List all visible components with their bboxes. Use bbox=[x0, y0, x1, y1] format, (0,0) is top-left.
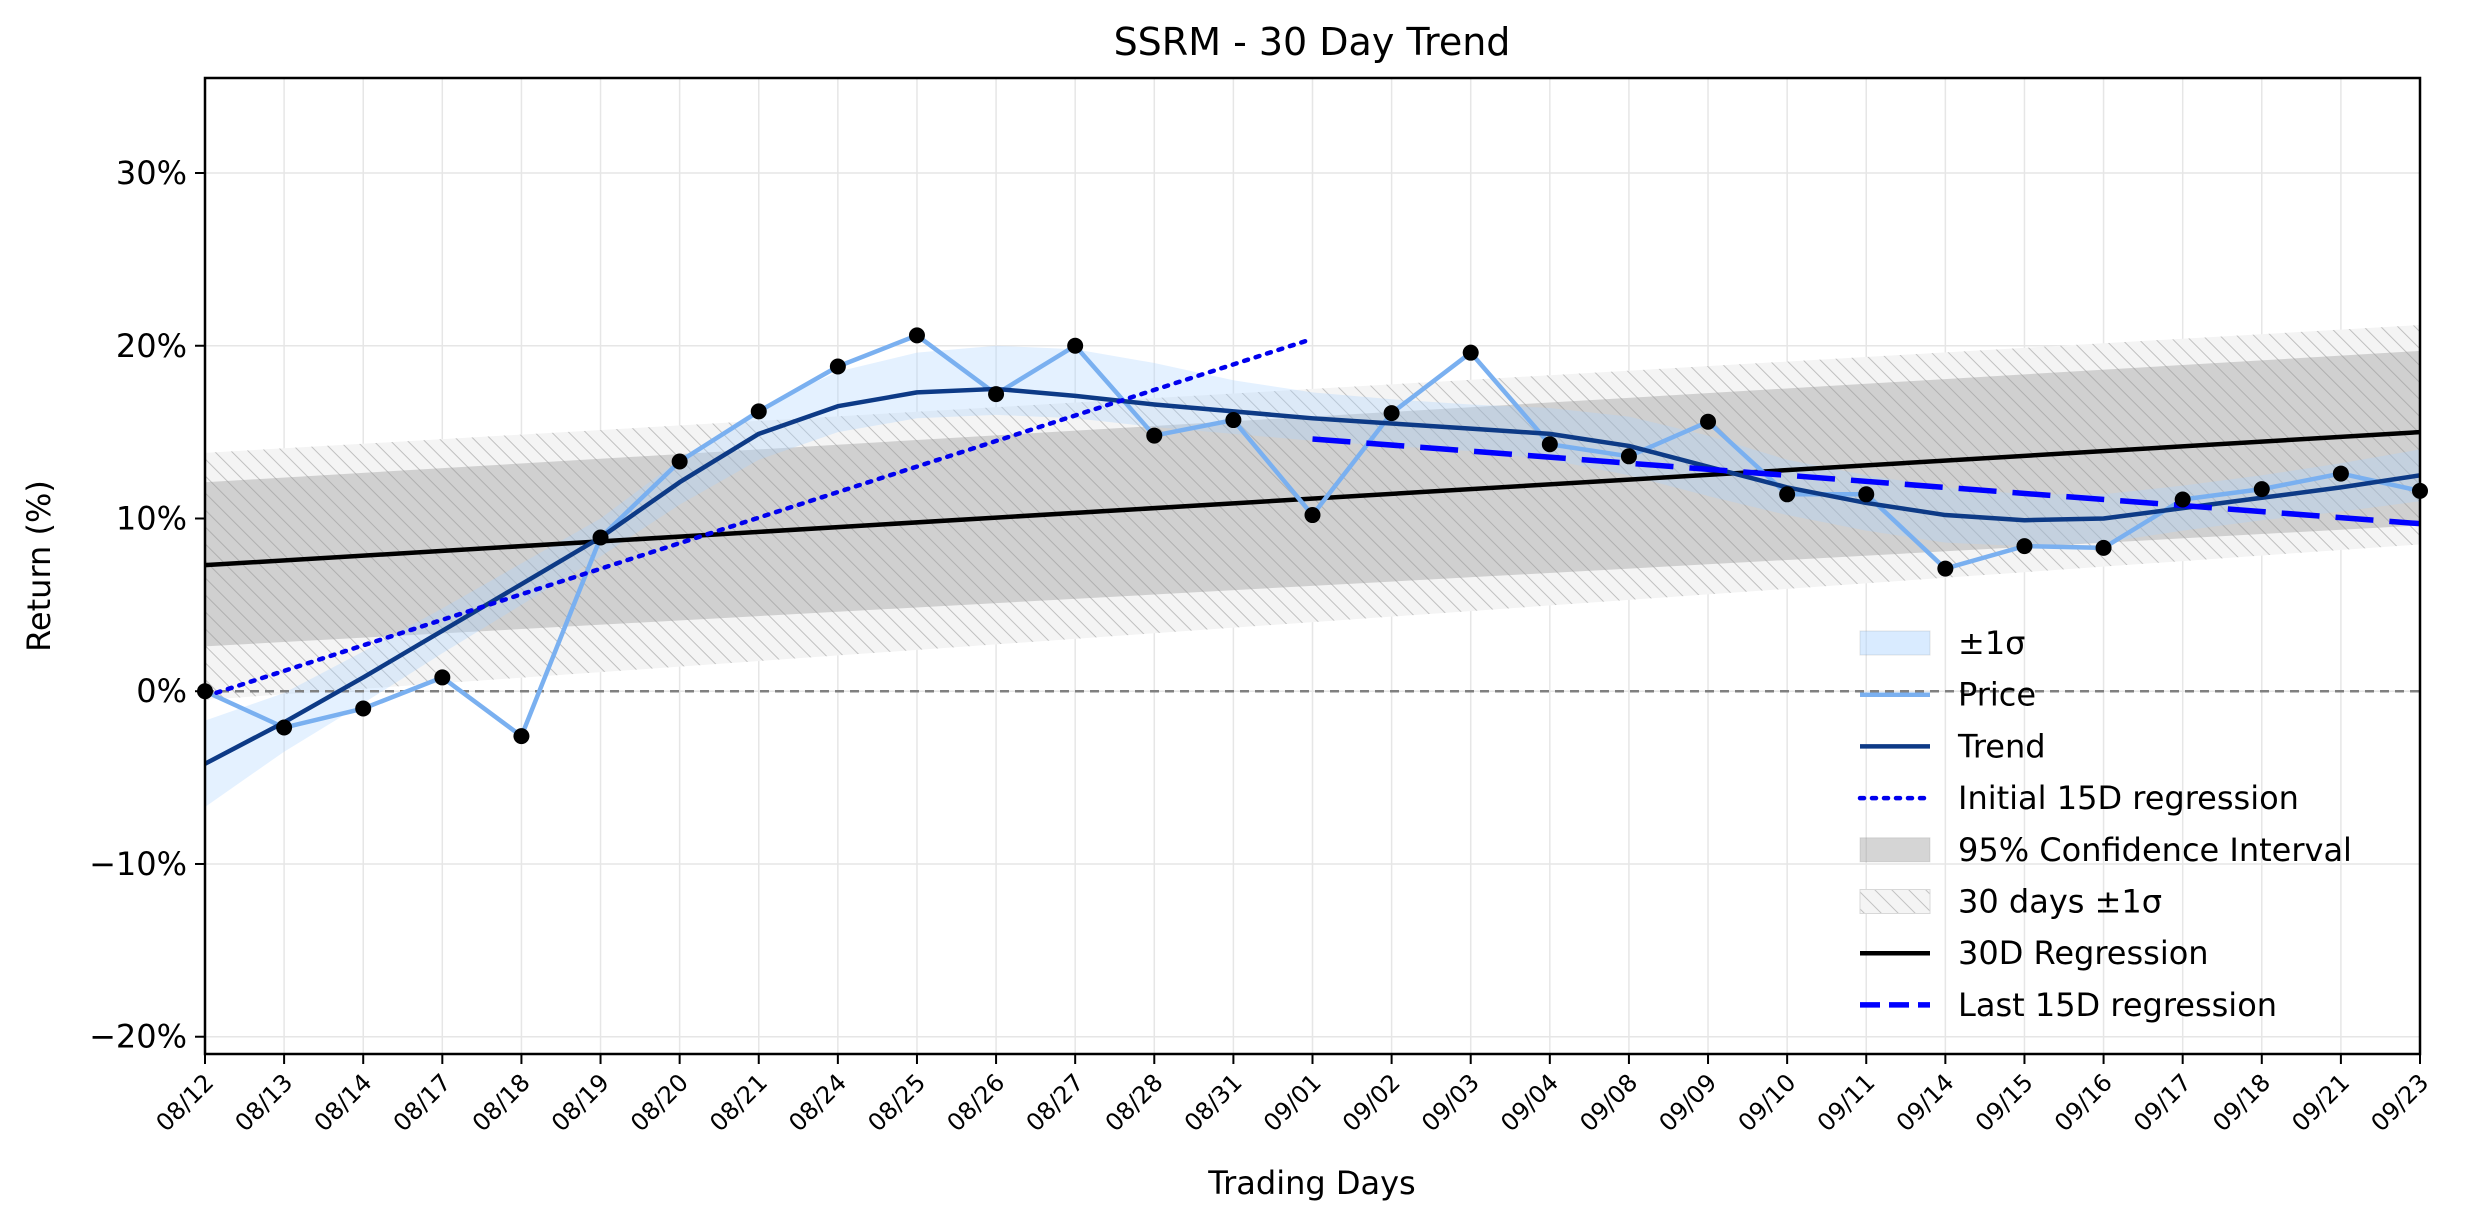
price-point bbox=[829, 358, 846, 375]
x-tick-label: 09/09 bbox=[1654, 1068, 1723, 1137]
price-point bbox=[2016, 538, 2033, 555]
price-point bbox=[2174, 491, 2191, 508]
price-point bbox=[750, 403, 767, 420]
legend-confidence-swatch bbox=[1859, 837, 1931, 863]
legend-initial-15d-label: Initial 15D regression bbox=[1958, 779, 2299, 817]
price-point bbox=[1700, 413, 1717, 430]
chart-title: SSRM - 30 Day Trend bbox=[1114, 20, 1511, 64]
x-tick-label: 08/14 bbox=[309, 1068, 378, 1137]
price-point bbox=[592, 529, 609, 546]
x-tick-label: 09/15 bbox=[1970, 1068, 2039, 1137]
x-tick-label: 08/25 bbox=[862, 1068, 931, 1137]
y-tick-label: −20% bbox=[89, 1018, 187, 1056]
x-tick-label: 08/28 bbox=[1100, 1068, 1169, 1137]
x-axis-label: Trading Days bbox=[1207, 1164, 1415, 1202]
y-tick-label: 10% bbox=[116, 499, 187, 537]
x-tick-label: 08/17 bbox=[388, 1068, 457, 1137]
x-tick-label: 09/16 bbox=[2049, 1068, 2118, 1137]
legend-30d-regression-label: 30D Regression bbox=[1958, 934, 2209, 972]
price-point bbox=[988, 386, 1005, 403]
y-tick-label: 0% bbox=[136, 672, 187, 710]
legend-price-label: Price bbox=[1958, 676, 2036, 714]
legend: ±1σ Price Trend Initial 15D regression 95% C… bbox=[1857, 624, 2352, 1024]
legend-confidence-label: 95% Confidence Interval bbox=[1958, 831, 2352, 869]
x-tick-label: 09/03 bbox=[1416, 1068, 1485, 1137]
x-tick-label: 09/21 bbox=[2286, 1068, 2355, 1137]
price-point bbox=[1858, 486, 1875, 503]
x-tick-label: 09/14 bbox=[1891, 1068, 1960, 1137]
x-tick-label: 08/12 bbox=[151, 1068, 220, 1137]
y-axis-label: Return (%) bbox=[20, 480, 58, 652]
x-tick-label: 09/08 bbox=[1574, 1068, 1643, 1137]
price-point bbox=[671, 453, 688, 470]
legend-30d-sigma-label: 30 days ±1σ bbox=[1958, 883, 2162, 921]
price-point bbox=[1779, 486, 1796, 503]
x-tick-label: 08/19 bbox=[546, 1068, 615, 1137]
price-point bbox=[1067, 337, 1084, 354]
x-tick-label: 09/01 bbox=[1258, 1068, 1327, 1137]
price-point bbox=[1225, 412, 1242, 429]
price-point bbox=[2332, 465, 2349, 482]
x-axis: 08/12 08/13 08/14 08/17 08/18 08/19 08/20 08/21… bbox=[151, 1054, 2435, 1137]
legend-sigma-label: ±1σ bbox=[1958, 624, 2025, 662]
x-tick-label: 09/02 bbox=[1337, 1068, 1406, 1137]
price-point bbox=[1383, 405, 1400, 422]
x-tick-label: 08/18 bbox=[467, 1068, 536, 1137]
x-tick-label: 08/24 bbox=[783, 1068, 852, 1137]
y-tick-label: −10% bbox=[89, 845, 187, 883]
y-axis: −20% −10% 0% 10% 20% 30% bbox=[89, 154, 205, 1056]
price-point bbox=[1462, 344, 1479, 361]
price-point bbox=[2253, 481, 2270, 498]
price-point bbox=[355, 700, 372, 717]
x-tick-label: 09/11 bbox=[1812, 1068, 1881, 1137]
x-tick-label: 08/13 bbox=[230, 1068, 299, 1137]
x-tick-label: 08/21 bbox=[704, 1068, 773, 1137]
price-point bbox=[1937, 560, 1954, 577]
x-tick-label: 09/10 bbox=[1733, 1068, 1802, 1137]
price-point bbox=[276, 719, 293, 736]
x-tick-label: 08/20 bbox=[625, 1068, 694, 1137]
regression-30d-line bbox=[205, 429, 2420, 568]
price-point bbox=[434, 669, 451, 686]
x-tick-label: 09/23 bbox=[2366, 1068, 2435, 1137]
initial-15d-regression-line bbox=[205, 336, 1315, 699]
price-point bbox=[908, 327, 925, 344]
x-tick-label: 08/26 bbox=[942, 1068, 1011, 1137]
x-tick-label: 09/17 bbox=[2128, 1068, 2197, 1137]
price-point bbox=[1541, 436, 1558, 453]
legend-sigma-swatch bbox=[1859, 630, 1931, 656]
y-tick-label: 30% bbox=[116, 154, 187, 192]
legend-last-15d-label: Last 15D regression bbox=[1958, 986, 2277, 1024]
x-tick-label: 08/27 bbox=[1021, 1068, 1090, 1137]
price-point bbox=[1146, 427, 1163, 444]
price-point bbox=[1304, 507, 1321, 524]
legend-trend-label: Trend bbox=[1957, 727, 2046, 765]
price-markers bbox=[197, 327, 2428, 745]
last-15d-regression-line bbox=[1312, 436, 2420, 527]
x-tick-label: 09/18 bbox=[2207, 1068, 2276, 1137]
legend-30d-sigma-swatch-hatch bbox=[1859, 889, 1931, 914]
trend-line bbox=[205, 386, 2420, 766]
price-point bbox=[513, 728, 530, 745]
y-tick-label: 20% bbox=[116, 327, 187, 365]
price-point bbox=[1620, 448, 1637, 465]
x-tick-label: 08/31 bbox=[1179, 1068, 1248, 1137]
band-trend-sigma bbox=[205, 345, 2420, 807]
x-tick-label: 09/04 bbox=[1495, 1068, 1564, 1137]
price-point bbox=[2095, 539, 2112, 556]
